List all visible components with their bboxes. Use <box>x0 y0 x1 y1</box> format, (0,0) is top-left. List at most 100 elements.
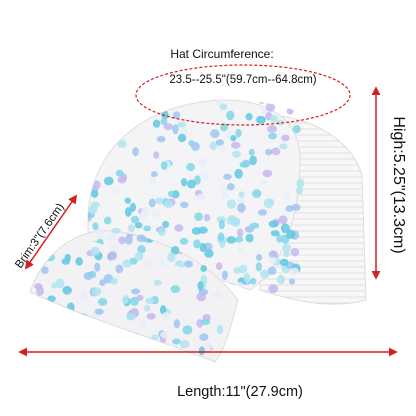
sequin <box>260 179 268 186</box>
sequin <box>196 292 206 302</box>
sequin <box>221 270 228 281</box>
circumference-value: 23.5--25.5"(59.7cm--64.8cm) <box>169 74 316 86</box>
sequin <box>152 119 161 128</box>
sequin <box>134 252 144 261</box>
sequin <box>226 342 237 352</box>
sequin <box>236 358 238 362</box>
sequin <box>157 136 166 143</box>
sequin <box>285 205 294 212</box>
sequin <box>124 207 132 217</box>
sequin <box>155 343 162 350</box>
sequin <box>125 353 133 362</box>
sequin <box>177 133 187 143</box>
sequin <box>260 269 270 279</box>
sequin <box>238 191 245 198</box>
sequin <box>172 124 179 135</box>
sequin <box>115 264 124 274</box>
sequin <box>220 123 228 132</box>
sequin <box>212 291 222 299</box>
sequin <box>62 285 72 295</box>
sequin <box>30 304 35 315</box>
sequin <box>268 284 279 294</box>
length-label: Length:11"(27.9cm) <box>177 384 303 400</box>
sequin <box>117 140 127 148</box>
sequin <box>134 222 143 229</box>
sequin <box>133 333 141 343</box>
sequin <box>286 107 294 115</box>
sequin <box>88 99 93 105</box>
sequin <box>122 294 129 305</box>
sequin <box>217 144 227 153</box>
sequin <box>97 298 108 306</box>
sequin <box>150 342 157 352</box>
sequin <box>55 278 65 289</box>
sequin <box>106 329 115 340</box>
sequin <box>153 279 162 286</box>
sequin <box>167 99 176 107</box>
sequin <box>30 353 36 362</box>
sequin <box>234 236 244 243</box>
sequin <box>248 148 255 156</box>
sequin <box>194 212 204 222</box>
sequin <box>268 132 277 140</box>
sequin <box>282 243 292 252</box>
sequin <box>117 332 128 341</box>
sequin <box>288 278 296 285</box>
sequin <box>258 209 268 216</box>
sequin <box>243 273 251 283</box>
sequin <box>237 203 246 213</box>
sequin <box>158 228 166 237</box>
sequin <box>271 147 281 156</box>
sequin <box>281 134 290 142</box>
sequin <box>245 112 253 121</box>
sequin <box>160 161 168 170</box>
sequin <box>63 309 71 316</box>
sequin <box>172 338 181 345</box>
sequin <box>226 199 237 209</box>
sequin <box>200 265 207 273</box>
sequin <box>291 203 301 211</box>
sequin <box>47 295 56 303</box>
sequin <box>229 215 237 225</box>
sequin <box>163 200 174 209</box>
sequin <box>195 357 204 362</box>
sequin <box>199 242 207 253</box>
sequin <box>130 215 140 224</box>
sequin <box>179 237 189 245</box>
sequin <box>117 176 127 184</box>
sequin <box>237 247 244 254</box>
sequin <box>283 193 291 201</box>
sequin <box>118 236 126 245</box>
sequin <box>94 99 104 106</box>
sequin <box>296 178 305 189</box>
sequin <box>268 256 278 264</box>
sequin <box>129 202 137 212</box>
sequin <box>277 274 285 285</box>
sequin <box>49 334 57 344</box>
sequin <box>234 168 243 179</box>
sequin <box>235 282 245 291</box>
sequin <box>110 277 118 285</box>
sequin <box>197 281 204 291</box>
sequin <box>196 193 206 202</box>
brim-arrow <box>24 194 78 270</box>
sequin <box>262 169 273 178</box>
sequin <box>229 355 237 362</box>
sequin <box>170 246 180 255</box>
sequin <box>251 189 262 198</box>
sequin <box>266 125 277 133</box>
sequin <box>167 252 176 263</box>
sequin <box>46 239 53 248</box>
sequin <box>226 183 235 191</box>
sequin <box>223 173 232 180</box>
sequin <box>279 258 289 267</box>
sequin <box>124 197 132 204</box>
sequin <box>215 262 223 271</box>
sequin <box>193 239 201 249</box>
sequin <box>238 264 248 274</box>
sequin <box>201 172 210 181</box>
sequin <box>191 141 200 152</box>
sequin <box>157 260 165 268</box>
sequin <box>167 190 175 198</box>
